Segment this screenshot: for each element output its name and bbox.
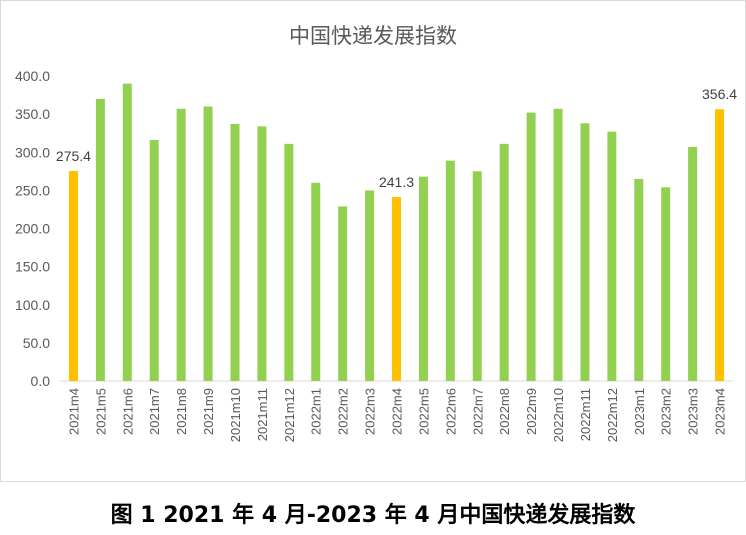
bar-2022m8	[499, 143, 509, 381]
x-tick-label: 2021m11	[255, 388, 270, 441]
bar-2023m1	[634, 178, 644, 381]
x-tick-label: 2021m6	[120, 388, 135, 435]
bar-2023m4	[715, 109, 725, 382]
bar-2021m11	[257, 126, 267, 381]
y-tick-label: 350.0	[15, 106, 50, 122]
bar-2023m2	[661, 187, 671, 381]
y-tick-label: 200.0	[15, 221, 50, 237]
bar-2022m1	[311, 182, 321, 381]
bar-2022m5	[418, 176, 428, 381]
y-tick-label: 100.0	[15, 297, 50, 313]
bar-2022m12	[607, 131, 617, 381]
bar-2021m8	[176, 108, 186, 381]
bar-2021m7	[149, 140, 159, 381]
x-tick-label: 2022m8	[497, 388, 512, 435]
data-label: 275.4	[56, 148, 91, 164]
bar-2023m3	[688, 146, 698, 381]
x-tick-label: 2021m7	[147, 388, 162, 435]
x-tick-label: 2022m12	[605, 388, 620, 442]
x-tick-label: 2022m11	[578, 388, 593, 441]
y-tick-label: 50.0	[23, 335, 50, 351]
bar-2022m2	[338, 206, 348, 381]
x-tick-label: 2022m2	[336, 388, 351, 435]
x-tick-label: 2022m1	[309, 388, 324, 435]
bar-2022m6	[445, 160, 455, 381]
bar-2021m9	[203, 106, 213, 381]
y-tick-label: 250.0	[15, 182, 50, 198]
x-tick-label: 2023m1	[632, 388, 647, 435]
figure-caption: 图 1 2021 年 4 月-2023 年 4 月中国快递发展指数	[110, 503, 636, 528]
x-tick-label: 2022m5	[416, 388, 431, 435]
bar-2022m4	[392, 197, 401, 381]
bar-2021m12	[284, 143, 294, 381]
x-tick-label: 2023m3	[686, 388, 701, 435]
x-tick-label: 2021m12	[282, 388, 297, 442]
x-tick-label: 2021m4	[66, 388, 81, 435]
x-tick-label: 2022m4	[390, 388, 405, 435]
x-tick-label: 2023m4	[713, 388, 728, 435]
bar-2021m5	[95, 98, 105, 381]
x-tick-label: 2022m9	[524, 388, 539, 435]
bar-2021m6	[122, 83, 132, 381]
x-tick-label: 2021m5	[93, 388, 108, 435]
x-tick-label: 2023m2	[659, 388, 674, 435]
bar-2022m11	[580, 123, 590, 382]
data-label: 241.3	[379, 174, 414, 190]
y-tick-label: 300.0	[15, 144, 50, 160]
x-tick-label: 2022m3	[363, 388, 378, 435]
bar-2022m3	[365, 190, 375, 381]
bar-2021m10	[230, 124, 240, 381]
x-tick-label: 2022m10	[551, 388, 566, 442]
y-tick-label: 150.0	[15, 259, 50, 275]
x-tick-label: 2021m9	[201, 388, 216, 435]
bar-2022m9	[526, 112, 536, 381]
x-tick-label: 2022m7	[470, 388, 485, 435]
x-tick-label: 2022m6	[443, 388, 458, 435]
bar-2021m4	[68, 171, 78, 381]
data-label: 356.4	[702, 86, 737, 102]
y-tick-label: 400.0	[15, 68, 50, 84]
chart-title: 中国快递发展指数	[289, 24, 457, 48]
x-tick-label: 2021m8	[174, 388, 189, 435]
bar-2022m10	[553, 108, 563, 381]
x-tick-label: 2021m10	[228, 388, 243, 442]
bar-2022m7	[472, 171, 482, 381]
bar-chart: 0.0 50.0 100.0 150.0 200.0 250.0 300.0 350.0 400…	[15, 68, 737, 442]
y-tick-label: 0.0	[31, 373, 51, 389]
